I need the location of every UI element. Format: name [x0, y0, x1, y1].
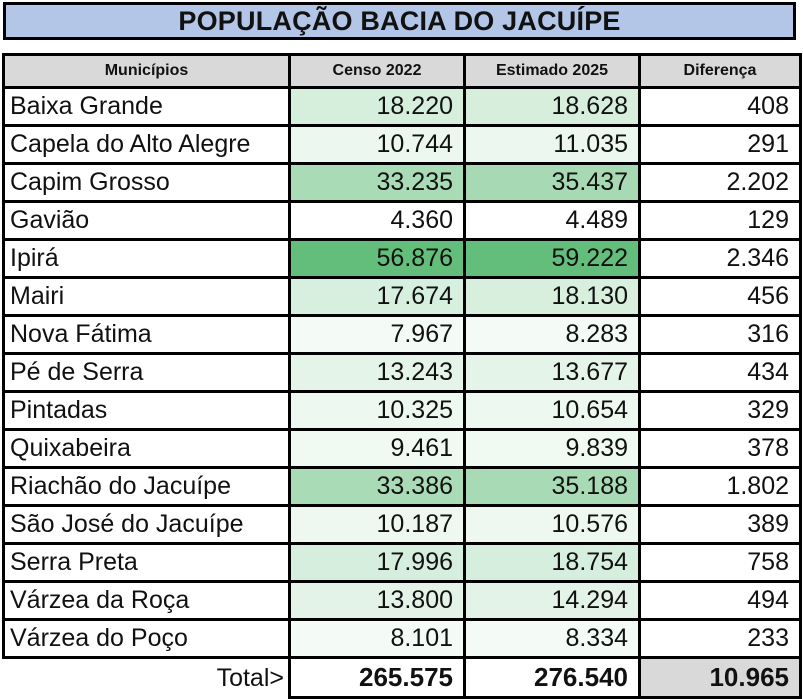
municipio-cell: Pintadas	[2, 390, 291, 431]
table-row: Várzea do Poço 8.101 8.334 233	[2, 618, 802, 659]
estimado-2025-cell: 35.188	[463, 466, 641, 507]
diferenca-cell: 434	[638, 352, 802, 393]
table-row: Pintadas 10.325 10.654 329	[2, 390, 802, 431]
column-header-estimado-2025: Estimado 2025	[463, 53, 641, 89]
censo-2022-cell: 4.360	[288, 200, 466, 241]
table-row: Capela do Alto Alegre 10.744 11.035 291	[2, 124, 802, 165]
diferenca-cell: 456	[638, 276, 802, 317]
censo-2022-cell: 13.243	[288, 352, 466, 393]
diferenca-cell: 408	[638, 86, 802, 127]
municipio-cell: Riachão do Jacuípe	[2, 466, 291, 507]
table-row: Nova Fátima 7.967 8.283 316	[2, 314, 802, 355]
municipio-cell: Serra Preta	[2, 542, 291, 583]
total-label: Total>	[3, 657, 291, 698]
estimado-2025-cell: 18.130	[463, 276, 641, 317]
diferenca-cell: 1.802	[638, 466, 802, 507]
estimado-2025-cell: 35.437	[463, 162, 641, 203]
censo-2022-cell: 10.744	[288, 124, 466, 165]
diferenca-cell: 129	[638, 200, 802, 241]
estimado-2025-cell: 18.628	[463, 86, 641, 127]
censo-2022-cell: 17.674	[288, 276, 466, 317]
table-row: Ipirá 56.876 59.222 2.346	[2, 238, 802, 279]
estimado-2025-cell: 8.334	[463, 618, 641, 659]
total-censo-2022: 265.575	[288, 656, 466, 699]
censo-2022-cell: 7.967	[288, 314, 466, 355]
diferenca-cell: 329	[638, 390, 802, 431]
table-row: Gavião 4.360 4.489 129	[2, 200, 802, 241]
estimado-2025-cell: 4.489	[463, 200, 641, 241]
estimado-2025-cell: 10.654	[463, 390, 641, 431]
diferenca-cell: 316	[638, 314, 802, 355]
censo-2022-cell: 56.876	[288, 238, 466, 279]
censo-2022-cell: 8.101	[288, 618, 466, 659]
total-estimado-2025: 276.540	[463, 656, 641, 699]
diferenca-cell: 2.202	[638, 162, 802, 203]
censo-2022-cell: 9.461	[288, 428, 466, 469]
municipio-cell: Pé de Serra	[2, 352, 291, 393]
estimado-2025-cell: 8.283	[463, 314, 641, 355]
population-table: Municípios Censo 2022 Estimado 2025 Dife…	[2, 53, 802, 699]
estimado-2025-cell: 9.839	[463, 428, 641, 469]
municipio-cell: Quixabeira	[2, 428, 291, 469]
municipio-cell: Várzea do Poço	[2, 618, 291, 659]
diferenca-cell: 233	[638, 618, 802, 659]
table-row: Serra Preta 17.996 18.754 758	[2, 542, 802, 583]
diferenca-cell: 494	[638, 580, 802, 621]
table-row: Capim Grosso 33.235 35.437 2.202	[2, 162, 802, 203]
municipio-cell: Capim Grosso	[2, 162, 291, 203]
diferenca-cell: 389	[638, 504, 802, 545]
table-row: Riachão do Jacuípe 33.386 35.188 1.802	[2, 466, 802, 507]
table-title: POPULAÇÃO BACIA DO JACUÍPE	[3, 2, 796, 40]
municipio-cell: São José do Jacuípe	[2, 504, 291, 545]
total-diferenca: 10.965	[638, 656, 802, 699]
estimado-2025-cell: 14.294	[463, 580, 641, 621]
diferenca-cell: 758	[638, 542, 802, 583]
estimado-2025-cell: 59.222	[463, 238, 641, 279]
municipio-cell: Várzea da Roça	[2, 580, 291, 621]
header-row: Municípios Censo 2022 Estimado 2025 Dife…	[2, 53, 802, 89]
censo-2022-cell: 18.220	[288, 86, 466, 127]
table-row: Quixabeira 9.461 9.839 378	[2, 428, 802, 469]
censo-2022-cell: 33.386	[288, 466, 466, 507]
estimado-2025-cell: 18.754	[463, 542, 641, 583]
censo-2022-cell: 13.800	[288, 580, 466, 621]
censo-2022-cell: 33.235	[288, 162, 466, 203]
censo-2022-cell: 10.187	[288, 504, 466, 545]
table-row: Baixa Grande 18.220 18.628 408	[2, 86, 802, 127]
municipio-cell: Nova Fátima	[2, 314, 291, 355]
column-header-diferenca: Diferença	[638, 53, 802, 89]
estimado-2025-cell: 10.576	[463, 504, 641, 545]
diferenca-cell: 378	[638, 428, 802, 469]
table-row: Várzea da Roça 13.800 14.294 494	[2, 580, 802, 621]
censo-2022-cell: 17.996	[288, 542, 466, 583]
municipio-cell: Capela do Alto Alegre	[2, 124, 291, 165]
diferenca-cell: 291	[638, 124, 802, 165]
column-header-municipios: Municípios	[2, 53, 291, 89]
municipio-cell: Gavião	[2, 200, 291, 241]
table-row: Pé de Serra 13.243 13.677 434	[2, 352, 802, 393]
total-row: Total> 265.575 276.540 10.965	[3, 656, 802, 699]
table-row: Mairi 17.674 18.130 456	[2, 276, 802, 317]
municipio-cell: Ipirá	[2, 238, 291, 279]
municipio-cell: Mairi	[2, 276, 291, 317]
estimado-2025-cell: 11.035	[463, 124, 641, 165]
column-header-censo-2022: Censo 2022	[288, 53, 466, 89]
diferenca-cell: 2.346	[638, 238, 802, 279]
municipio-cell: Baixa Grande	[2, 86, 291, 127]
estimado-2025-cell: 13.677	[463, 352, 641, 393]
censo-2022-cell: 10.325	[288, 390, 466, 431]
table-row: São José do Jacuípe 10.187 10.576 389	[2, 504, 802, 545]
